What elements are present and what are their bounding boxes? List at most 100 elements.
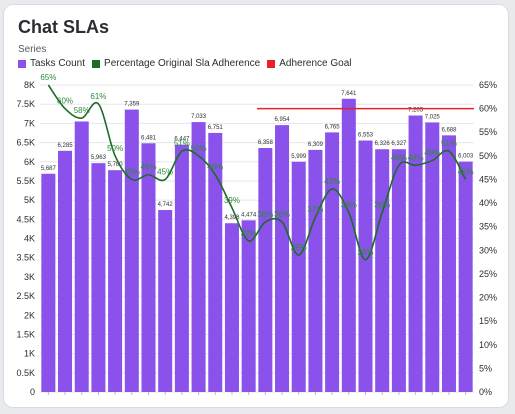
sla-adherence-data-label: 38%: [374, 201, 390, 210]
y-left-tick-label: 6.5K: [16, 138, 35, 148]
y-left-tick-label: 4.5K: [16, 214, 35, 224]
y-left-tick-label: 4K: [24, 234, 35, 244]
bar-data-label: 6,285: [58, 143, 74, 149]
bar-data-label: 6,751: [208, 125, 224, 131]
sla-adherence-line: [47, 84, 467, 261]
bar-data-label: 6,688: [441, 127, 457, 133]
bar-data-label: 7,033: [191, 114, 207, 120]
y-left-tick-label: 3.5K: [16, 253, 35, 263]
y-right-tick-label: 55%: [479, 127, 497, 137]
bar-data-label: 6,481: [141, 135, 157, 141]
y-left-tick-label: 3K: [24, 272, 35, 282]
sla-adherence-data-label: 50%: [191, 144, 207, 153]
sla-adherence-data-label: 48%: [408, 153, 424, 162]
sla-adherence-data-label: 46%: [207, 163, 223, 172]
bar-data-label: 4,474: [241, 212, 257, 218]
y-left-tick-label: 1K: [24, 349, 35, 359]
legend-item-sla-adherence[interactable]: Percentage Original Sla Adherence: [92, 58, 260, 69]
y-right-tick-label: 45%: [479, 174, 497, 184]
y-right-tick-label: 30%: [479, 245, 497, 255]
sla-adherence-data-label: 48%: [391, 153, 407, 162]
bar: [174, 144, 189, 392]
bar: [124, 109, 139, 392]
y-right-tick-label: 10%: [479, 340, 497, 350]
y-right-tick-label: 40%: [479, 198, 497, 208]
y-left-tick-label: 8K: [24, 80, 35, 90]
bar: [208, 132, 223, 393]
sla-adherence-data-label: 60%: [57, 97, 73, 106]
sla-adherence-data-label: 38%: [341, 201, 357, 210]
bar: [408, 115, 423, 393]
bar-data-label: 6,003: [458, 154, 474, 160]
bar: [224, 223, 239, 392]
legend-label: Percentage Original Sla Adherence: [104, 58, 261, 69]
bar: [91, 163, 106, 392]
sla-adherence-data-label: 51%: [174, 139, 190, 148]
bar-data-label: 5,963: [91, 155, 107, 161]
y-left-tick-label: 2K: [24, 310, 35, 320]
bar-data-label: 7,359: [124, 102, 140, 108]
sla-adherence-data-label: 32%: [241, 229, 257, 238]
sla-adherence-data-label: 51%: [441, 139, 457, 148]
sla-adherence-data-label: 36%: [274, 210, 290, 219]
bar: [458, 161, 473, 392]
y-left-tick-label: 6K: [24, 157, 35, 167]
bar-data-label: 6,553: [358, 133, 374, 139]
sla-adherence-data-label: 43%: [324, 177, 340, 186]
legend: Tasks Count Percentage Original Sla Adhe…: [18, 58, 352, 69]
y-right-tick-label: 65%: [479, 80, 497, 90]
legend-swatch-tasks-count: [18, 59, 26, 68]
bar: [241, 220, 256, 392]
sla-adherence-data-label: 50%: [107, 144, 123, 153]
bar: [158, 210, 173, 392]
sla-adherence-data-label: 29%: [291, 243, 307, 252]
bar-data-label: 7,641: [341, 91, 357, 97]
bar: [275, 125, 290, 392]
bar: [325, 132, 340, 392]
y-left-tick-label: 0.5K: [16, 368, 35, 378]
legend-swatch-adherence-goal: [267, 59, 276, 68]
sla-adherence-data-label: 39%: [224, 196, 240, 205]
y-left-tick-label: 7K: [24, 118, 35, 128]
legend-swatch-sla-adherence: [92, 59, 101, 68]
bar-data-label: 6,358: [258, 140, 274, 146]
bar-data-label: 5,780: [108, 162, 124, 168]
y-left-tick-label: 0: [30, 387, 35, 397]
y-right-tick-label: 35%: [479, 222, 497, 232]
sla-adherence-data-label: 45%: [124, 167, 140, 176]
bar: [375, 149, 390, 392]
bar-data-label: 6,447: [174, 137, 190, 143]
bar-data-label: 6,309: [308, 142, 324, 148]
sla-adherence-data-label: 45%: [157, 167, 173, 176]
bar: [258, 148, 273, 392]
bar-data-label: 5,999: [291, 154, 307, 160]
bar-data-label: 4,742: [158, 202, 174, 208]
y-left-tick-label: 5K: [24, 195, 35, 205]
bar-data-label: 6,327: [391, 141, 407, 147]
sla-adherence-data-label: 46%: [140, 163, 156, 172]
sla-adherence-data-label: 45%: [458, 167, 474, 176]
bar: [74, 121, 89, 393]
bar: [291, 161, 306, 392]
bar-data-label: 4,398: [224, 215, 240, 221]
series-label: Series: [18, 44, 47, 55]
sla-adherence-data-label: 28%: [357, 248, 373, 257]
bar: [191, 122, 206, 392]
legend-label: Adherence Goal: [279, 58, 352, 69]
bar: [441, 135, 456, 392]
legend-label: Tasks Count: [30, 58, 86, 69]
legend-item-tasks-count[interactable]: Tasks Count: [18, 58, 85, 69]
sla-adherence-data-label: 61%: [90, 92, 106, 101]
y-right-tick-label: 50%: [479, 151, 497, 161]
sla-adherence-data-label: 58%: [74, 106, 90, 115]
bar: [391, 149, 406, 392]
bar-data-label: 6,954: [275, 117, 291, 123]
y-left-tick-label: 7.5K: [16, 99, 35, 109]
bar-data-label: 7,205: [408, 108, 424, 114]
bar: [308, 149, 323, 392]
sla-adherence-data-label: 36%: [257, 210, 273, 219]
y-right-tick-label: 15%: [479, 316, 497, 326]
legend-item-adherence-goal[interactable]: Adherence Goal: [267, 58, 352, 69]
bar-data-label: 6,326: [375, 141, 391, 147]
